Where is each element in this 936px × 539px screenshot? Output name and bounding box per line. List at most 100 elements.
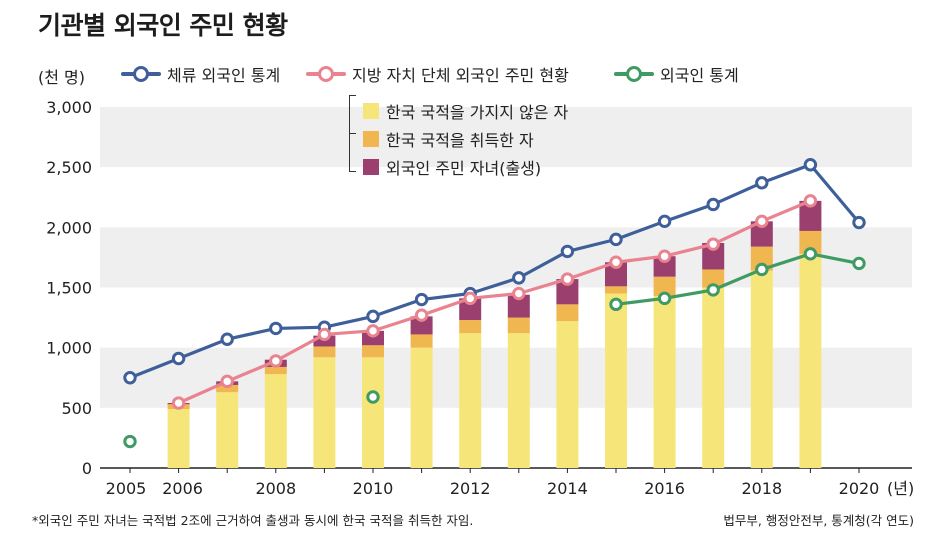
legend-stats-marker (614, 64, 654, 84)
point-local-2014 (560, 272, 575, 286)
x-tick-label: 2006 (162, 479, 203, 498)
bar-nonkorean-2015 (605, 293, 627, 468)
point-local-2012 (463, 291, 477, 306)
bar-naturalized-2018 (750, 246, 773, 271)
bar-children-2013 (507, 294, 530, 318)
legend-local-residents: 지방 자치 단체 외국인 주민 현황 (306, 62, 569, 86)
bar-nonkorean-2007 (216, 392, 239, 468)
bar-nonkorean-2009 (313, 357, 336, 468)
point-stay-2007 (220, 332, 234, 346)
point-stay-2006 (171, 351, 186, 366)
y-tick-label: 3,000 (46, 98, 92, 117)
point-stats-2018 (755, 262, 769, 277)
x-tick-label: 2010 (353, 479, 394, 498)
bar-naturalized-2009 (313, 346, 336, 358)
bar-nonkorean-2019 (799, 253, 822, 468)
bar-naturalized-2013 (507, 317, 530, 334)
y-tick-label: 1,500 (46, 279, 92, 298)
point-stats-2015 (609, 297, 623, 312)
point-stats-2019 (803, 247, 818, 261)
legend-stay-label: 체류 외국인 통계 (167, 66, 281, 85)
point-stay-2008 (269, 321, 283, 336)
bar-nonkorean-2010 (362, 357, 384, 468)
bar-children-2017 (702, 242, 725, 270)
legend-nonkorean-label: 한국 국적을 가지지 않은 자 (386, 103, 569, 122)
x-tick-label: 2020 (839, 479, 880, 498)
bar-nonkorean-2018 (750, 270, 773, 468)
x-tick-label: 2016 (644, 479, 685, 498)
line-local (177, 199, 812, 405)
bar-naturalized-2019 (799, 230, 822, 254)
chart-title: 기관별 외국인 주민 현황 (38, 11, 288, 40)
x-tick-label: 2014 (547, 479, 588, 498)
bar-naturalized-2008 (264, 366, 287, 375)
point-local-2019 (803, 194, 818, 208)
bar-naturalized-2014 (556, 304, 579, 322)
point-local-2009 (317, 327, 332, 342)
bar-children-2018 (750, 221, 773, 247)
line-stay (129, 163, 861, 380)
y-tick-label: 0 (82, 459, 92, 478)
point-stay-2013 (512, 271, 526, 285)
point-stats-2016 (657, 291, 672, 306)
legend-naturalized-swatch (363, 131, 379, 147)
bar-nonkorean-2006 (167, 409, 190, 468)
point-stay-2016 (657, 214, 672, 229)
source-note: 법무부, 행정안전부, 통계청(각 연도) (723, 513, 914, 528)
point-stay-2018 (755, 176, 769, 190)
bar-naturalized-2007 (216, 384, 239, 393)
x-tick-label: 2005 (106, 479, 147, 498)
point-local-2016 (657, 249, 672, 263)
bar-naturalized-2011 (410, 334, 433, 348)
y-tick-label: 2,500 (46, 158, 92, 177)
x-tick-label: 2008 (255, 479, 296, 498)
y-tick-label: 500 (61, 399, 92, 418)
bar-children-2015 (605, 262, 627, 287)
bar-naturalized-2015 (605, 286, 627, 294)
bar-nonkorean-2012 (459, 333, 482, 468)
y-tick-label: 2,000 (46, 218, 92, 237)
legend-stats-label: 외국인 통계 (660, 66, 739, 85)
legend-stay-foreigner: 체류 외국인 통계 (121, 62, 280, 86)
legend-naturalized: 한국 국적을 취득한 자 (363, 127, 534, 151)
legend-stay-marker (121, 64, 161, 84)
x-tick-label: 2012 (450, 479, 491, 498)
legend-nonkorean-swatch (363, 103, 379, 119)
bar-nonkorean-2017 (702, 287, 725, 468)
point-local-2008 (269, 354, 283, 368)
point-stats-2017 (706, 283, 720, 297)
bar-nonkorean-2008 (264, 374, 287, 468)
bar-children-2014 (556, 279, 579, 305)
bar-naturalized-2012 (459, 319, 482, 334)
line-stats (615, 252, 860, 306)
point-local-2013 (512, 286, 526, 301)
bar-naturalized-2017 (702, 269, 725, 288)
stack-legend-bracket (349, 95, 357, 172)
footnote: *외국인 주민 자녀는 국적법 2조에 근거하여 출생과 동시에 한국 국적을 … (32, 513, 474, 528)
point-local-2010 (366, 324, 380, 338)
point-stay-2020 (852, 215, 866, 230)
point-local-2017 (706, 237, 720, 251)
point-stats-2010 (366, 390, 380, 404)
point-stay-2014 (560, 244, 575, 259)
grid-band-1 (100, 227, 912, 288)
point-stay-2005 (123, 371, 137, 385)
point-stay-2017 (706, 197, 720, 212)
bar-nonkorean-2014 (556, 321, 579, 468)
x-tick-label: 2018 (741, 479, 782, 498)
point-local-2018 (755, 214, 769, 229)
legend-naturalized-label: 한국 국적을 취득한 자 (386, 131, 534, 150)
bar-children-2012 (459, 298, 482, 320)
point-local-2011 (414, 308, 429, 322)
bar-children-2011 (410, 316, 433, 335)
point-stay-2010 (366, 309, 380, 324)
bar-children-2016 (653, 256, 676, 277)
point-stay-2011 (414, 292, 429, 307)
legend-foreigner-stats: 외국인 통계 (614, 62, 739, 86)
grid-band-2 (100, 107, 912, 168)
point-local-2007 (220, 374, 234, 389)
y-tick-label: 1,000 (46, 339, 92, 358)
point-stats-2005 (123, 434, 137, 449)
point-stats-2020 (852, 256, 866, 271)
